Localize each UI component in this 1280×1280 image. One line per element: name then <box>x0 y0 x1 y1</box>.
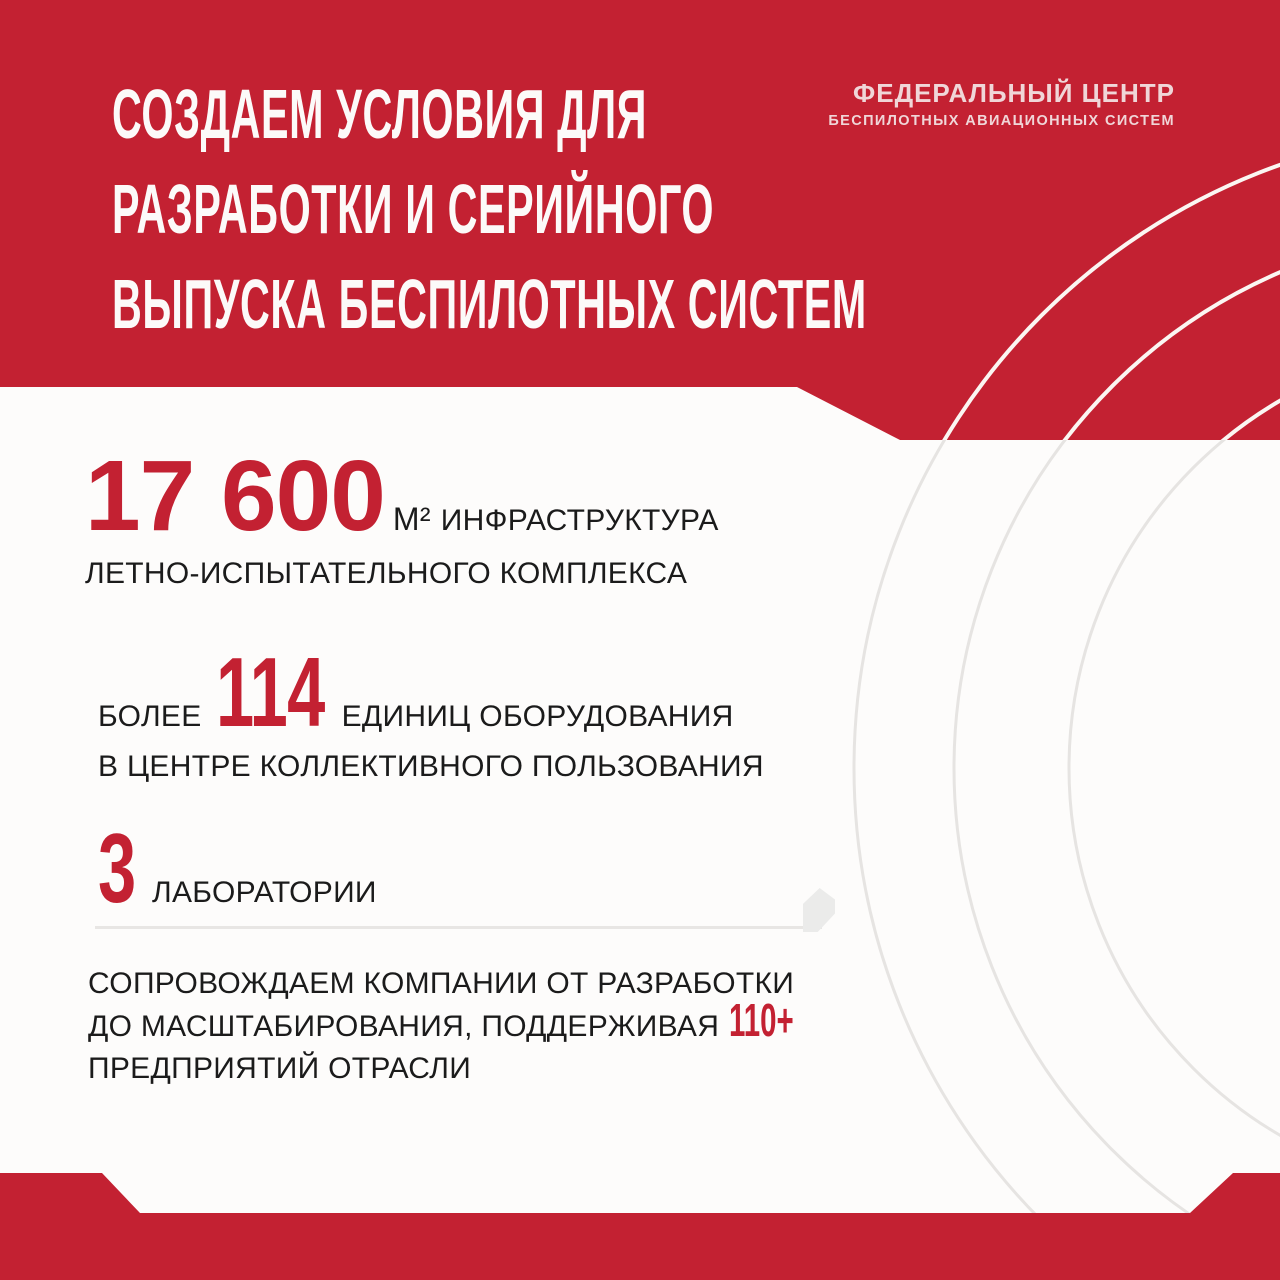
page-title: СОЗДАЕМ УСЛОВИЯ ДЛЯ РАЗРАБОТКИ И СЕРИЙНО… <box>112 67 1280 352</box>
stat-equipment-value: 114 <box>215 637 325 747</box>
stat-labs-value: 3 <box>98 813 136 923</box>
title-line-2: РАЗРАБОТКИ И СЕРИЙНОГО <box>112 170 715 248</box>
stat-equipment-row: БОЛЕЕ 114 ЕДИНИЦ ОБОРУДОВАНИЯ <box>98 643 734 741</box>
closing-line-3: ПРЕДПРИЯТИЙ ОТРАСЛИ <box>88 1052 472 1085</box>
stat-labs-row: 3 ЛАБОРАТОРИИ <box>98 819 377 917</box>
stat-area-label-line2: ЛЕТНО-ИСПЫТАТЕЛЬНОГО КОМПЛЕКСА <box>85 557 688 590</box>
stat-area-row: 17 600 М² ИНФРАСТРУКТУРА <box>85 446 719 546</box>
title-line-1: СОЗДАЕМ УСЛОВИЯ ДЛЯ <box>112 75 648 153</box>
title-line-3: ВЫПУСКА БЕСПИЛОТНЫХ СИСТЕМ <box>112 265 867 343</box>
org-logo-subtitle: БЕСПИЛОТНЫХ АВИАЦИОННЫХ СИСТЕМ <box>828 113 1175 130</box>
stat-equipment-label-line2: В ЦЕНТРЕ КОЛЛЕКТИВНОГО ПОЛЬЗОВАНИЯ <box>98 750 764 783</box>
decorative-arcs-gray <box>852 163 1280 1280</box>
closing-line-1: СОПРОВОЖДАЕМ КОМПАНИИ ОТ РАЗРАБОТКИ <box>88 967 795 1000</box>
stat-area-value: 17 600 <box>85 440 386 552</box>
stat-area-unit: М² <box>392 501 431 537</box>
stat-area-label: ИНФРАСТРУКТУРА <box>440 504 719 537</box>
stat-equipment-prefix: БОЛЕЕ <box>98 700 202 733</box>
closing-line-2: ДО МАСШТАБИРОВАНИЯ, ПОДДЕРЖИВАЯ 110+ <box>88 997 795 1045</box>
bottom-red-band <box>0 1173 1280 1280</box>
org-logo: ФЕДЕРАЛЬНЫЙ ЦЕНТР БЕСПИЛОТНЫХ АВИАЦИОННЫ… <box>828 78 1175 131</box>
closing-highlight-count: 110+ <box>729 994 794 1046</box>
top-red-band <box>0 0 1280 440</box>
stat-labs-label: ЛАБОРАТОРИИ <box>152 876 377 909</box>
section-divider <box>95 926 822 929</box>
org-logo-name: ФЕДЕРАЛЬНЫЙ ЦЕНТР <box>853 78 1175 108</box>
stat-equipment-label: ЕДИНИЦ ОБОРУДОВАНИЯ <box>341 700 734 733</box>
closing-line-2-text: ДО МАСШТАБИРОВАНИЯ, ПОДДЕРЖИВАЯ <box>88 1010 720 1043</box>
